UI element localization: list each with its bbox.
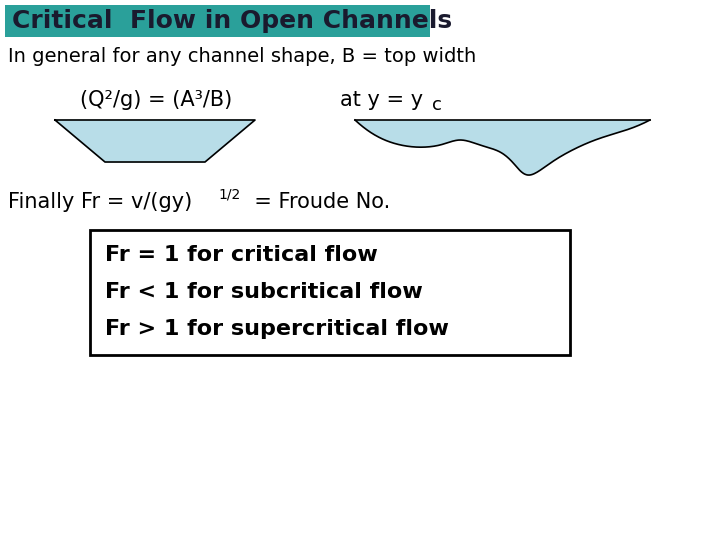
Text: In general for any channel shape, B = top width: In general for any channel shape, B = to… [8, 48, 476, 66]
Text: Fr < 1 for subcritical flow: Fr < 1 for subcritical flow [105, 282, 423, 302]
Text: at y = y: at y = y [340, 90, 423, 110]
Text: (Q²/g) = (A³/B): (Q²/g) = (A³/B) [80, 90, 233, 110]
Text: Finally Fr = v/(gy): Finally Fr = v/(gy) [8, 192, 192, 212]
Text: Critical  Flow in Open Channels: Critical Flow in Open Channels [12, 9, 452, 33]
Text: = Froude No.: = Froude No. [241, 192, 390, 212]
Polygon shape [355, 120, 650, 175]
FancyBboxPatch shape [90, 230, 570, 355]
Text: 1/2: 1/2 [218, 188, 240, 202]
Text: Fr > 1 for supercritical flow: Fr > 1 for supercritical flow [105, 319, 449, 339]
FancyBboxPatch shape [5, 5, 430, 37]
Polygon shape [55, 120, 255, 162]
Text: c: c [432, 96, 442, 114]
Text: Fr = 1 for critical flow: Fr = 1 for critical flow [105, 245, 378, 265]
